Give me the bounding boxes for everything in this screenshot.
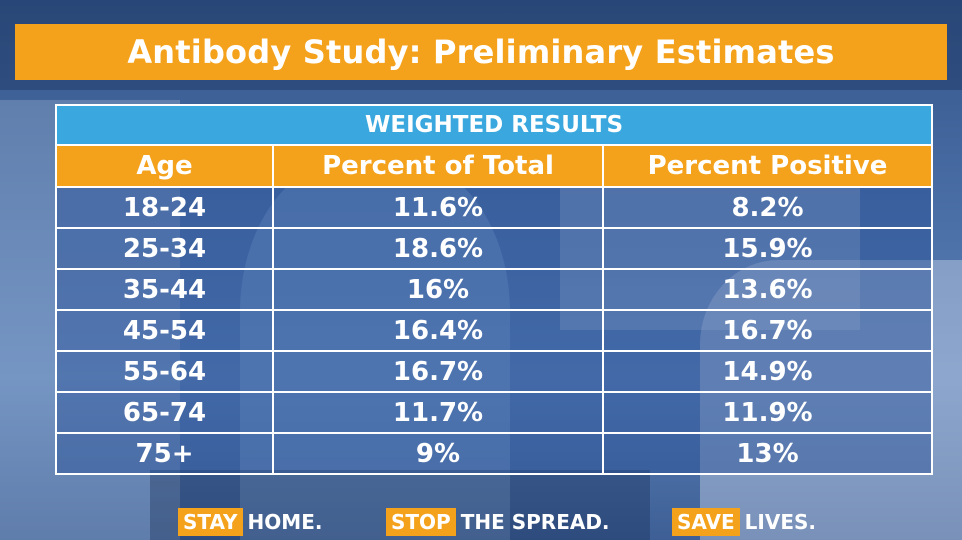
slogan-text: LIVES.	[744, 510, 816, 534]
slogan-text: THE SPREAD.	[460, 510, 610, 534]
slogan-highlight: STOP	[386, 508, 456, 536]
table-row: 55-64 16.7% 14.9%	[55, 350, 934, 393]
table-row: 45-54 16.4% 16.7%	[55, 309, 934, 352]
page-title: Antibody Study: Preliminary Estimates	[15, 24, 947, 80]
cell-percent-of-total: 16%	[272, 268, 604, 311]
cell-percent-positive: 15.9%	[601, 227, 934, 270]
table-row: 65-74 11.7% 11.9%	[55, 391, 934, 434]
table-header-row: Age Percent of Total Percent Positive	[55, 144, 934, 188]
cell-age: 45-54	[55, 309, 274, 352]
table-row: 75+ 9% 13%	[55, 432, 934, 475]
header-age: Age	[55, 144, 274, 188]
cell-age: 75+	[55, 432, 274, 475]
cell-age: 55-64	[55, 350, 274, 393]
header-percent-of-total: Percent of Total	[272, 144, 604, 188]
cell-age: 65-74	[55, 391, 274, 434]
cell-percent-positive: 13.6%	[601, 268, 934, 311]
cell-percent-of-total: 16.4%	[272, 309, 604, 352]
cell-age: 25-34	[55, 227, 274, 270]
cell-percent-of-total: 11.6%	[272, 186, 604, 229]
table-row: 18-24 11.6% 8.2%	[55, 186, 934, 229]
cell-percent-of-total: 16.7%	[272, 350, 604, 393]
cell-age: 18-24	[55, 186, 274, 229]
cell-percent-positive: 11.9%	[601, 391, 934, 434]
table-row: 25-34 18.6% 15.9%	[55, 227, 934, 270]
table-banner: WEIGHTED RESULTS	[54, 104, 934, 146]
table-banner-row: WEIGHTED RESULTS	[54, 104, 934, 146]
slogan-stop-the-spread: STOP THE SPREAD.	[386, 506, 610, 538]
slogan-text: HOME.	[247, 510, 323, 534]
slogan-highlight: STAY	[178, 508, 243, 536]
header-percent-positive: Percent Positive	[601, 144, 934, 188]
slogan-save-lives: SAVE LIVES.	[672, 506, 816, 538]
cell-percent-positive: 14.9%	[601, 350, 934, 393]
table-row: 35-44 16% 13.6%	[55, 268, 934, 311]
footer-slogans: STAY HOME. STOP THE SPREAD. SAVE LIVES.	[0, 506, 962, 538]
results-table: WEIGHTED RESULTS Age Percent of Total Pe…	[54, 104, 934, 475]
cell-percent-of-total: 9%	[272, 432, 604, 475]
slogan-highlight: SAVE	[672, 508, 740, 536]
cell-percent-positive: 8.2%	[601, 186, 934, 229]
cell-percent-positive: 16.7%	[601, 309, 934, 352]
slogan-stay-home: STAY HOME.	[178, 506, 322, 538]
cell-percent-positive: 13%	[601, 432, 934, 475]
cell-age: 35-44	[55, 268, 274, 311]
cell-percent-of-total: 18.6%	[272, 227, 604, 270]
cell-percent-of-total: 11.7%	[272, 391, 604, 434]
